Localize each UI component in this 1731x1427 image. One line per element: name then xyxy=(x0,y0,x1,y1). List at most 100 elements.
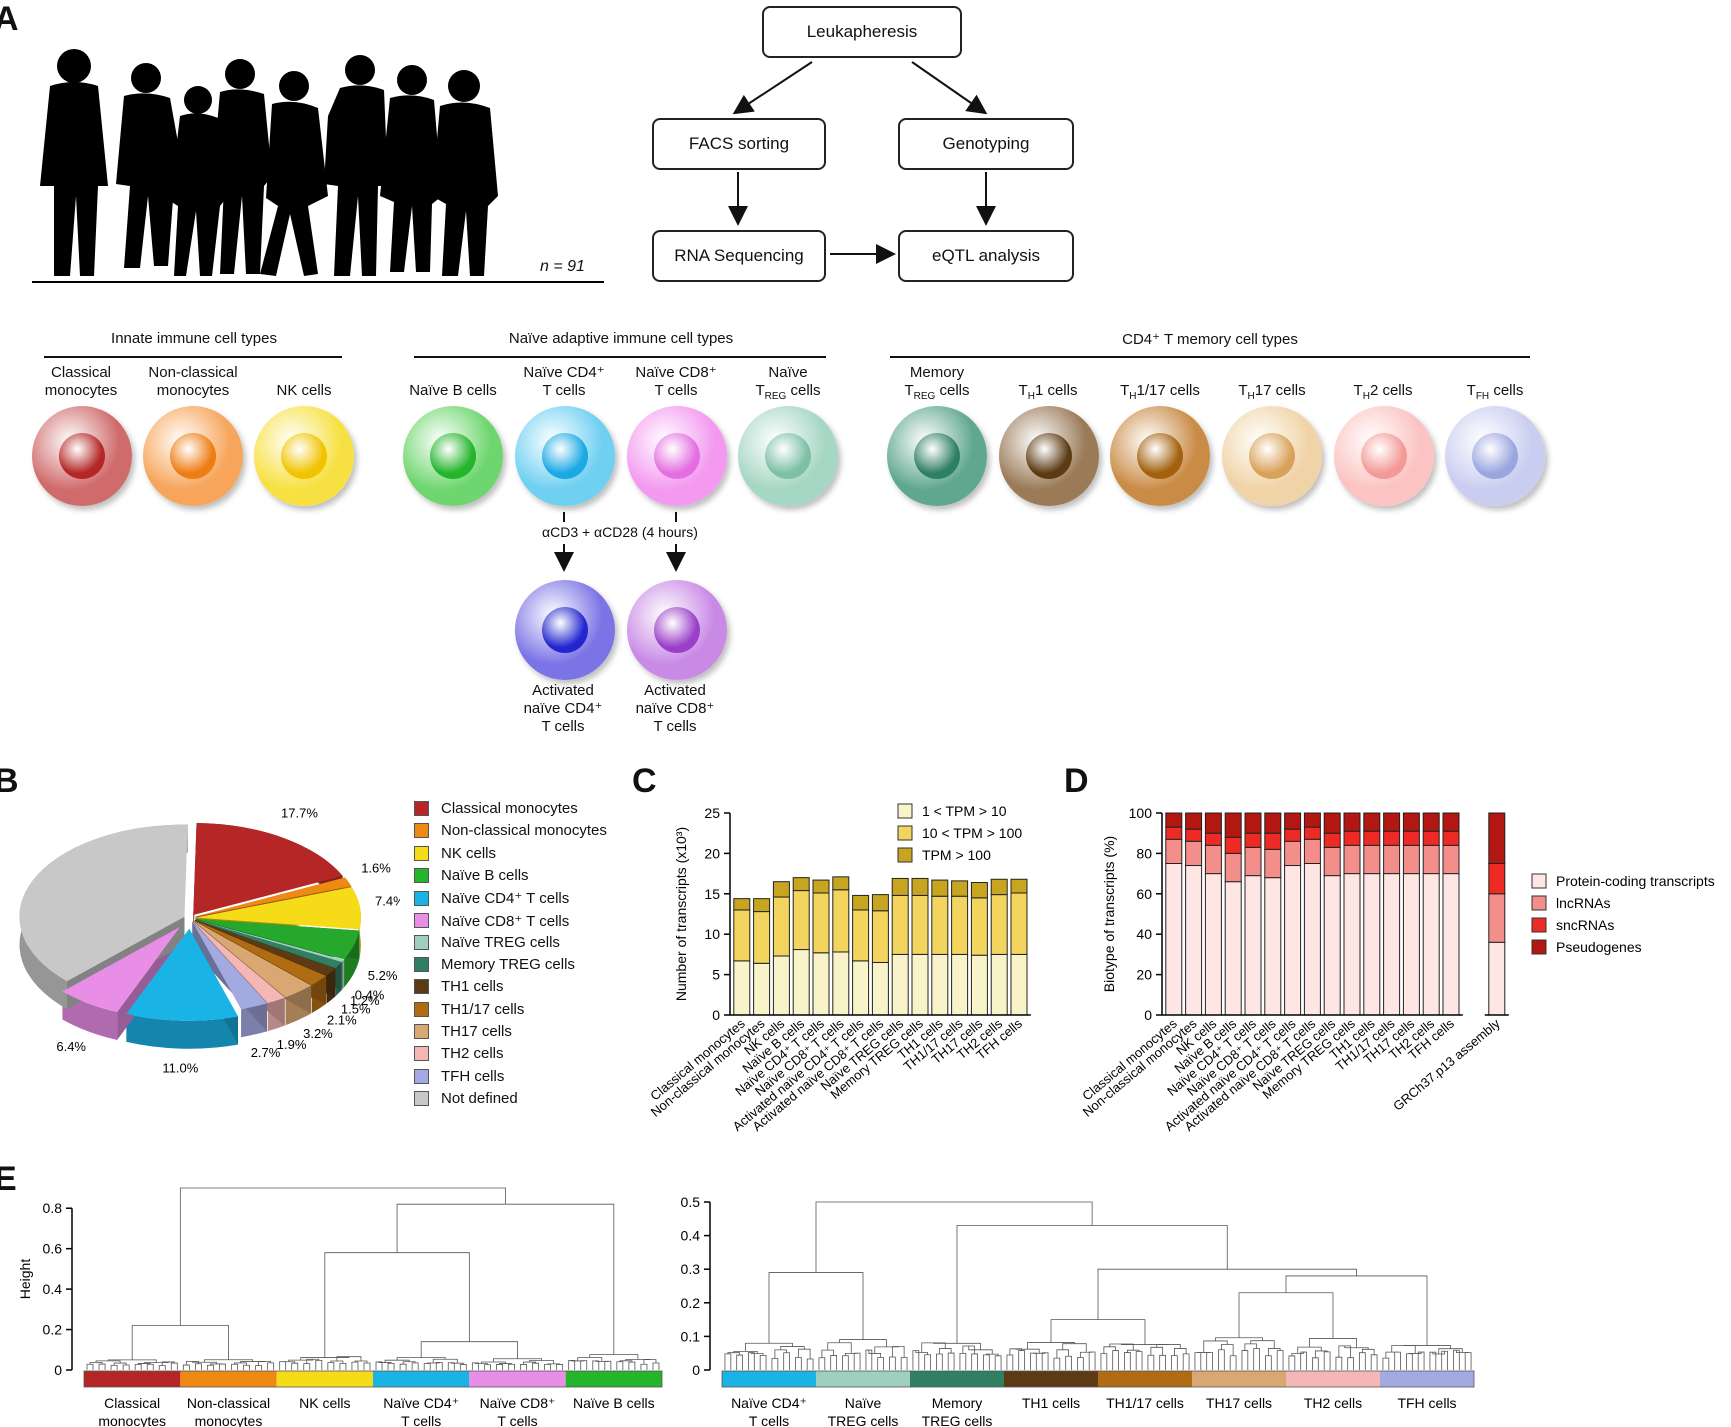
y-axis-label: Biotype of transcripts (%) xyxy=(1101,836,1117,992)
cell-label-naive-treg: Naïve TREG cells xyxy=(755,364,821,402)
x-tick-label: Classical monocytes xyxy=(1079,1015,1180,1103)
cell-nk-cells xyxy=(254,406,354,506)
legend-label: Not defined xyxy=(441,1089,518,1107)
nucleus xyxy=(430,433,476,479)
legend-10-tpm-100: 10 < TPM > 100 xyxy=(922,825,1022,841)
bar-pseudogenes xyxy=(1303,812,1321,828)
bar-10-tpm-100 xyxy=(911,894,929,955)
cell-activated-cd4 xyxy=(515,580,615,680)
flow-eqtl-analysis: eQTL analysis xyxy=(898,230,1074,282)
legend-label: TFH cells xyxy=(441,1067,505,1085)
bar-10-tpm-100 xyxy=(852,909,870,962)
bar-sncrnas xyxy=(1204,832,1222,846)
legend-1-tpm-10: 1 < TPM > 10 xyxy=(922,803,1007,819)
group-bar-th1-cells xyxy=(1004,1371,1098,1387)
cell-na-ve-b-cells xyxy=(403,406,503,506)
y-tick-label: 0 xyxy=(692,1362,700,1378)
bar-pseudogenes xyxy=(1185,812,1203,830)
bar-protein-coding-transcripts xyxy=(1363,873,1381,1016)
legend-swatch-10-tpm-100 xyxy=(897,825,913,841)
bar-tpm-100 xyxy=(970,881,988,899)
bar-protein-coding-transcripts xyxy=(1323,875,1341,1016)
group-bar-na-ve-b-cells xyxy=(565,1371,662,1387)
tpm-bar-chart: Number of transcripts (x10³) 0 5 10 15 20 25 Cl… xyxy=(647,803,1031,1134)
group-label-na-ve-treg-cells: Naïve xyxy=(845,1395,882,1411)
pie-label-classical-monocytes: 17.7% xyxy=(281,806,318,821)
cell-classical-monocytes xyxy=(32,406,132,506)
group-label-classical-monocytes: Classical xyxy=(104,1395,160,1411)
pie-label-th2-cells: 1.9% xyxy=(277,1037,307,1052)
legend-swatch xyxy=(414,890,429,906)
bar-pseudogenes xyxy=(1204,812,1222,834)
y-tick-label: 10 xyxy=(704,926,720,942)
bar-sncrnas xyxy=(1402,830,1420,846)
group-label-non-classical-monocytes: Non-classical xyxy=(187,1395,270,1411)
biotype-bar-chart: Biotype of transcripts (%) 0 20 40 60 80 100 Cl… xyxy=(1079,805,1714,1134)
bar-10-tpm-100 xyxy=(931,895,949,955)
bar-lncrnas xyxy=(1323,846,1341,877)
cell-memory-treg-cells xyxy=(887,406,987,506)
bar-tpm-100 xyxy=(951,880,969,897)
bar-tpm-100 xyxy=(931,879,949,897)
group-innate-line xyxy=(44,356,342,358)
group-label-non-classical-monocytes: monocytes xyxy=(195,1413,263,1427)
group-memory-line xyxy=(890,356,1530,358)
pie-slice-memory-treg-cells xyxy=(195,919,342,969)
bar-10-tpm-100 xyxy=(951,895,969,955)
pie-slice-na-ve-treg-cells xyxy=(195,919,344,962)
bar-1-tpm-10 xyxy=(733,960,751,1016)
group-label-na-ve-cd8-t-cells: T cells xyxy=(497,1413,537,1427)
nucleus xyxy=(654,433,700,479)
dendrogram-branches xyxy=(724,1201,1472,1370)
panel-label-c: C xyxy=(632,762,657,800)
bar-pseudogenes xyxy=(1343,812,1361,832)
pie-slice-na-ve-cd4-t-cells xyxy=(126,928,239,1021)
group-bar-non-classical-monocytes xyxy=(180,1371,277,1387)
bar-lncrnas xyxy=(1383,844,1401,875)
flow-leukapheresis: Leukapheresis xyxy=(762,6,962,58)
bar-1-tpm-10 xyxy=(970,954,988,1016)
legend-sncrnas: sncRNAs xyxy=(1556,917,1614,933)
bar-protein-coding-transcripts xyxy=(1442,873,1460,1016)
stim-arrows xyxy=(554,512,686,572)
pie-chart: 17.7% 1.6% 7.4% 5.2% 0.4%1.2%1.5%2.1%3.2%1.9… xyxy=(19,806,400,1076)
dendrogram-branches xyxy=(86,1187,660,1370)
group-label-tfh-cells: TFH cells xyxy=(1397,1395,1456,1411)
cell-activated-cd8 xyxy=(627,580,727,680)
cell-label-classical-monocytes: Classical monocytes xyxy=(44,364,118,399)
pie-slice-na-ve-cd8-t-cells xyxy=(62,926,180,1013)
bar-sncrnas xyxy=(1224,836,1242,854)
bar-sncrnas xyxy=(1185,828,1203,842)
group-bar-th17-cells xyxy=(1192,1371,1286,1387)
pie-label-th1-17-cells: 2.1% xyxy=(327,1012,357,1027)
bar-10-tpm-100 xyxy=(812,892,830,954)
cell-label-th2: TH2 cells xyxy=(1353,382,1413,402)
group-bar-memory-treg-cells xyxy=(910,1371,1004,1387)
bar-pseudogenes xyxy=(1224,812,1242,838)
y-tick-label: 0.4 xyxy=(43,1281,63,1297)
group-label-th1-17-cells: TH1/17 cells xyxy=(1106,1395,1184,1411)
cell-non-classical-monocytes xyxy=(143,406,243,506)
bar-sncrnas xyxy=(1244,832,1262,848)
nucleus xyxy=(281,433,327,479)
legend-label: Naïve CD8⁺ T cells xyxy=(441,912,570,930)
bar-sncrnas xyxy=(1442,830,1460,846)
nucleus xyxy=(170,433,216,479)
bar-protein-coding-transcripts xyxy=(1264,877,1282,1016)
people-silhouettes xyxy=(32,49,604,283)
bar-lncrnas xyxy=(1165,838,1183,864)
legend-swatch xyxy=(414,845,429,861)
group-naive: Naïve adaptive immune cell types xyxy=(508,330,734,347)
bar-10-tpm-100 xyxy=(792,890,810,951)
legend-non-classical-monocytes: Non-classical monocytes xyxy=(414,822,607,839)
legend-swatch-tpm-100 xyxy=(897,847,913,863)
bar-1-tpm-10 xyxy=(753,962,771,1016)
nucleus xyxy=(542,433,588,479)
bar-tpm-100 xyxy=(990,878,1008,896)
pie-label-nk-cells: 7.4% xyxy=(375,893,400,908)
y-tick-label: 40 xyxy=(1136,926,1152,942)
cell-tfh-cells xyxy=(1445,406,1545,506)
bar-sncrnas xyxy=(1323,832,1341,848)
pie-label-na-ve-cd8-t-cells: 6.4% xyxy=(56,1039,86,1054)
legend-label: Naïve TREG cells xyxy=(441,933,560,951)
